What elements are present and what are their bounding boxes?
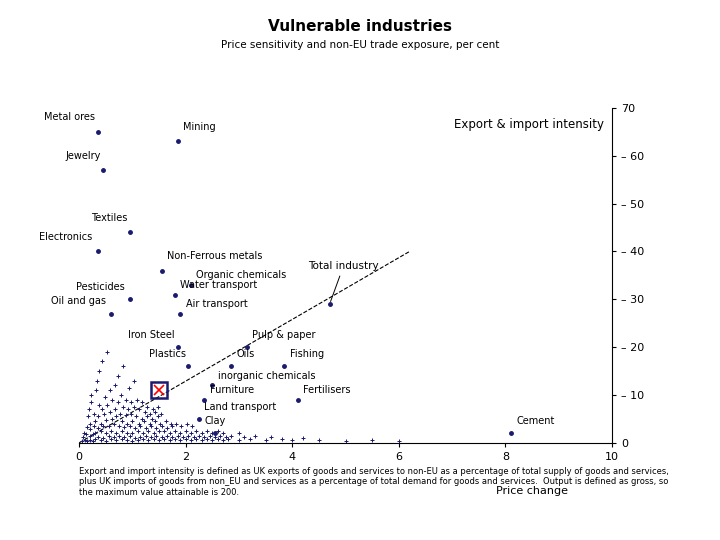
Text: Total industry: Total industry — [308, 261, 379, 301]
Text: Fishing: Fishing — [289, 349, 324, 359]
Text: Fertilisers: Fertilisers — [303, 385, 351, 395]
Text: Iron Steel: Iron Steel — [128, 330, 175, 340]
Text: Water transport: Water transport — [181, 280, 258, 290]
Text: inorganic chemicals: inorganic chemicals — [217, 370, 315, 381]
Text: Price sensitivity and non-EU trade exposure, per cent: Price sensitivity and non-EU trade expos… — [221, 40, 499, 51]
Text: Textiles: Textiles — [91, 213, 127, 223]
Text: Oils: Oils — [236, 349, 255, 359]
Text: Export and import intensity is defined as UK exports of goods and services to no: Export and import intensity is defined a… — [79, 467, 669, 497]
Text: Land transport: Land transport — [204, 402, 276, 411]
Text: Price change: Price change — [496, 486, 568, 496]
Text: Plastics: Plastics — [149, 349, 186, 359]
Text: Jewelry: Jewelry — [65, 151, 101, 160]
Text: Pulp & paper: Pulp & paper — [253, 330, 316, 340]
Text: Furniture: Furniture — [210, 385, 254, 395]
Text: Vulnerable industries: Vulnerable industries — [268, 19, 452, 34]
Text: Metal ores: Metal ores — [44, 112, 95, 123]
Text: Non-Ferrous metals: Non-Ferrous metals — [167, 251, 263, 261]
Text: Electronics: Electronics — [40, 232, 92, 242]
Text: Export & import intensity: Export & import intensity — [454, 118, 604, 131]
Text: Organic chemicals: Organic chemicals — [197, 270, 287, 280]
Text: Cement: Cement — [516, 416, 554, 426]
Text: Oil and gas: Oil and gas — [51, 296, 106, 307]
Text: Pesticides: Pesticides — [76, 282, 125, 292]
Text: Mining: Mining — [183, 122, 216, 132]
Text: Air transport: Air transport — [186, 299, 248, 309]
Text: Clay: Clay — [204, 416, 225, 426]
